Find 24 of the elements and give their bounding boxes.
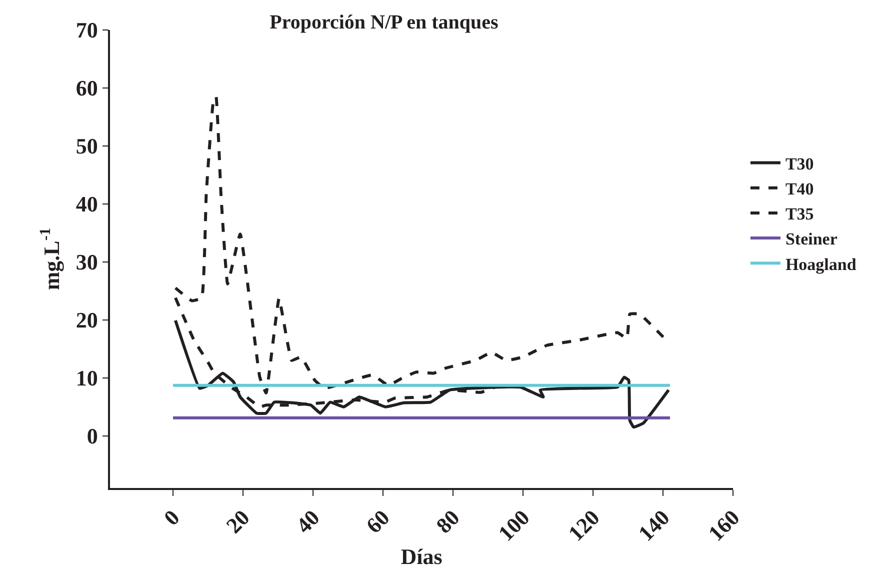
x-axis-title: Días <box>400 544 443 570</box>
x-tick-label: 80 <box>431 504 464 538</box>
x-tick-label: 120 <box>563 504 604 546</box>
x-tick-label: 140 <box>633 504 674 546</box>
legend-label: Hoagland <box>785 254 857 274</box>
y-tick-label: 50 <box>76 134 98 159</box>
legend-label: Steiner <box>785 230 838 249</box>
legend-label: T35 <box>785 204 814 224</box>
y-tick-label: 60 <box>76 76 98 101</box>
legend-label: T30 <box>785 154 814 174</box>
y-tick-label: 30 <box>76 250 98 275</box>
y-tick-label: 40 <box>76 192 98 217</box>
y-tick-label: 10 <box>76 366 98 391</box>
y-tick-label: 0 <box>86 424 98 449</box>
x-tick-label: 100 <box>493 504 534 546</box>
x-tick-label: 60 <box>361 504 394 538</box>
x-tick-label: 40 <box>291 504 324 538</box>
y-tick-label: 70 <box>76 18 98 43</box>
x-tick-label: 160 <box>703 504 744 546</box>
legend-label: T40 <box>785 179 814 198</box>
x-tick-label: 0 <box>158 504 184 530</box>
y-tick-label: 20 <box>76 308 98 333</box>
chart-title: Proporción N/P en tanques <box>270 12 499 34</box>
x-tick-label: 20 <box>221 504 254 538</box>
